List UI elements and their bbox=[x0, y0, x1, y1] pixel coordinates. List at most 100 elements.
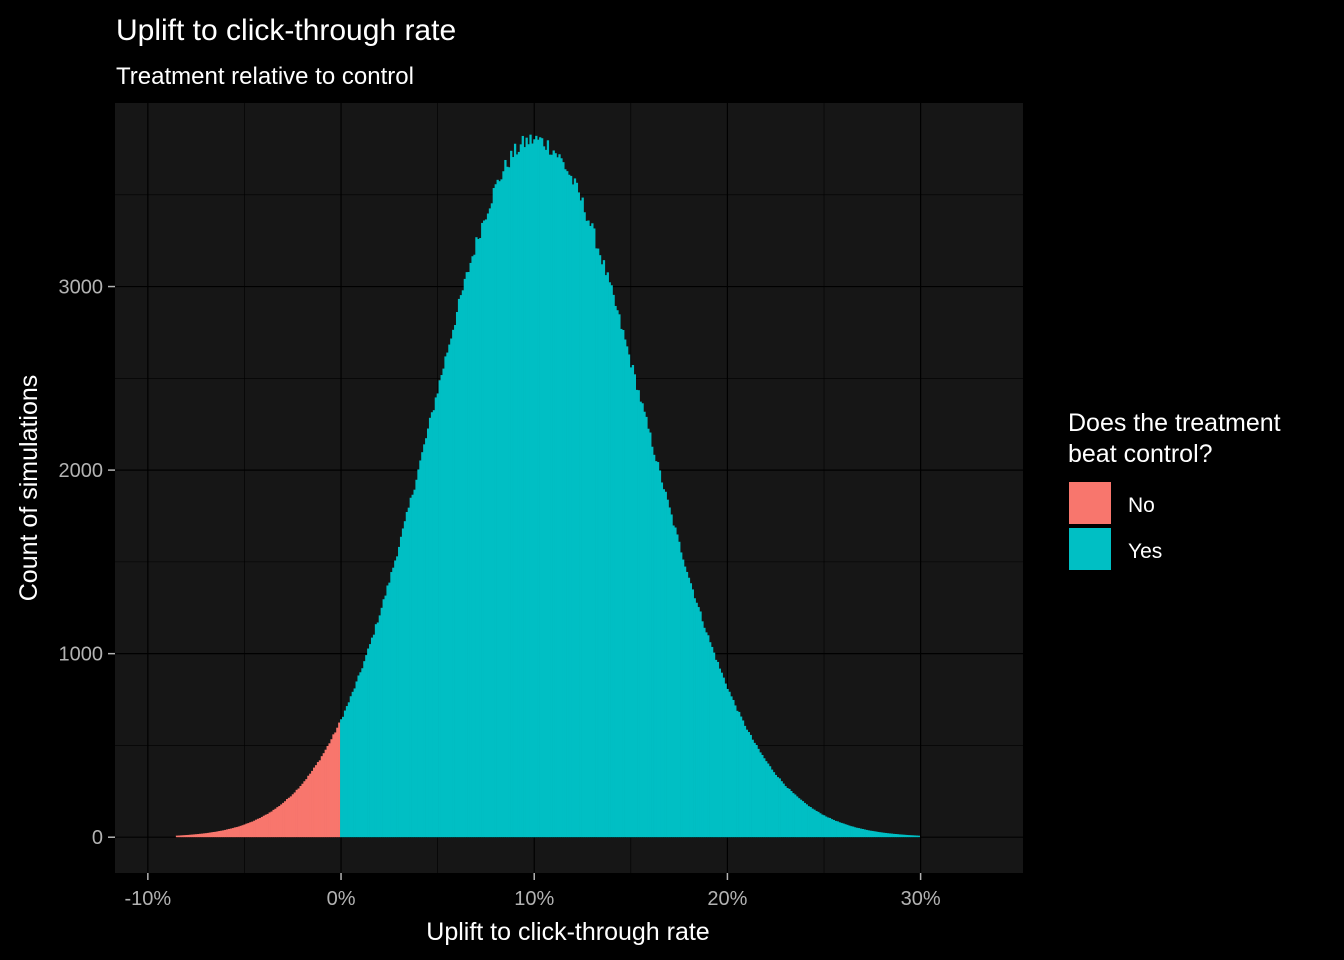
histogram-bar bbox=[602, 260, 606, 838]
histogram-bar bbox=[568, 174, 571, 838]
histogram-bar bbox=[618, 314, 621, 838]
histogram-bar bbox=[386, 585, 389, 838]
histogram-bar bbox=[508, 167, 511, 838]
histogram-bar bbox=[185, 835, 188, 838]
histogram-bar bbox=[807, 806, 810, 838]
histogram-bar bbox=[481, 222, 484, 838]
histogram-bar bbox=[738, 711, 741, 838]
histogram-bar bbox=[591, 223, 594, 838]
histogram-bar bbox=[334, 732, 337, 838]
histogram-bar bbox=[280, 804, 283, 838]
histogram-bar bbox=[347, 702, 351, 838]
histogram-bar bbox=[504, 159, 507, 838]
histogram-bar bbox=[770, 769, 774, 838]
histogram-bar bbox=[653, 454, 656, 838]
histogram-bar bbox=[685, 571, 689, 838]
histogram-bar bbox=[313, 767, 316, 838]
histogram-bar bbox=[581, 197, 584, 838]
histogram-bar bbox=[846, 824, 849, 838]
histogram-bar bbox=[268, 812, 271, 838]
histogram-bar bbox=[200, 833, 204, 838]
histogram-bar bbox=[218, 831, 221, 838]
histogram-bar bbox=[457, 298, 461, 838]
histogram-bar bbox=[790, 791, 793, 838]
histogram-bar bbox=[179, 835, 182, 838]
histogram-bar bbox=[886, 833, 890, 838]
histogram-bar bbox=[583, 212, 586, 838]
histogram-bar bbox=[392, 567, 395, 838]
histogram-bar bbox=[365, 655, 368, 838]
histogram-bar bbox=[492, 188, 495, 838]
histogram-bar bbox=[527, 144, 530, 838]
histogram-bar bbox=[682, 559, 685, 838]
histogram-bar bbox=[579, 200, 582, 838]
histogram-bar bbox=[707, 635, 710, 838]
histogram-bar bbox=[741, 720, 745, 838]
histogram-bar bbox=[479, 238, 482, 838]
histogram-bar bbox=[303, 781, 306, 838]
histogram-bar bbox=[278, 806, 281, 838]
histogram-bar bbox=[229, 828, 233, 838]
legend-title-line-2: beat control? bbox=[1068, 440, 1213, 468]
histogram-bar bbox=[187, 834, 190, 838]
histogram-bar bbox=[376, 622, 380, 838]
histogram-bar bbox=[336, 727, 339, 838]
histogram-bar bbox=[631, 365, 635, 838]
histogram-bar bbox=[320, 756, 324, 838]
histogram-bar bbox=[289, 796, 293, 838]
histogram-bar bbox=[625, 346, 629, 838]
histogram-bar bbox=[782, 783, 785, 838]
histogram-bar bbox=[442, 368, 445, 838]
histogram-bar bbox=[367, 648, 370, 838]
histogram-bar bbox=[558, 154, 561, 838]
histogram-bar bbox=[654, 461, 658, 838]
histogram-bar bbox=[815, 810, 818, 838]
histogram-bar bbox=[349, 696, 353, 838]
histogram-bar bbox=[434, 397, 438, 838]
histogram-bar bbox=[506, 166, 509, 838]
histogram-bar bbox=[183, 835, 186, 838]
histogram-bar bbox=[353, 688, 356, 838]
histogram-bar bbox=[788, 788, 791, 838]
histogram-bar bbox=[405, 511, 409, 838]
histogram-bar bbox=[608, 282, 611, 838]
histogram-bar bbox=[722, 677, 725, 838]
histogram-bar bbox=[863, 829, 866, 838]
histogram-bar bbox=[467, 271, 470, 838]
histogram-bar bbox=[411, 494, 414, 838]
histogram-bar bbox=[593, 228, 596, 838]
histogram-bar bbox=[720, 672, 723, 838]
histogram-bar bbox=[274, 808, 277, 838]
histogram-bar bbox=[318, 760, 322, 838]
histogram-bar bbox=[199, 833, 202, 838]
histogram-bar bbox=[651, 446, 654, 838]
x-tick-label: 0% bbox=[327, 888, 356, 910]
x-axis: -10% 0% 10% 20% 30% bbox=[124, 873, 941, 910]
histogram-bar bbox=[510, 150, 513, 838]
histogram-bar bbox=[314, 765, 318, 838]
histogram-bar bbox=[459, 295, 463, 838]
x-tick-label: 30% bbox=[901, 888, 941, 910]
histogram-bar bbox=[181, 835, 184, 838]
histogram-bar bbox=[724, 683, 727, 838]
histogram-bar bbox=[295, 789, 298, 838]
histogram-bar bbox=[830, 819, 834, 838]
histogram-bar bbox=[761, 754, 764, 838]
histogram-bar bbox=[345, 706, 349, 838]
histogram-bar bbox=[249, 822, 252, 838]
histogram-bar bbox=[550, 154, 553, 838]
y-tick-label: 3000 bbox=[59, 277, 104, 299]
histogram-bar bbox=[255, 819, 258, 838]
histogram-bar bbox=[732, 699, 735, 838]
histogram-bar bbox=[796, 796, 799, 838]
histogram-bar bbox=[193, 834, 196, 838]
histogram-bar bbox=[718, 668, 721, 838]
histogram-bar bbox=[175, 835, 179, 838]
histogram-bar bbox=[396, 556, 399, 838]
histogram-bar bbox=[326, 745, 329, 838]
histogram-bar bbox=[612, 294, 615, 838]
histogram-bar bbox=[902, 834, 905, 838]
histogram-bar bbox=[645, 416, 648, 838]
histogram-bar bbox=[293, 792, 296, 838]
histogram-bar bbox=[374, 624, 378, 838]
